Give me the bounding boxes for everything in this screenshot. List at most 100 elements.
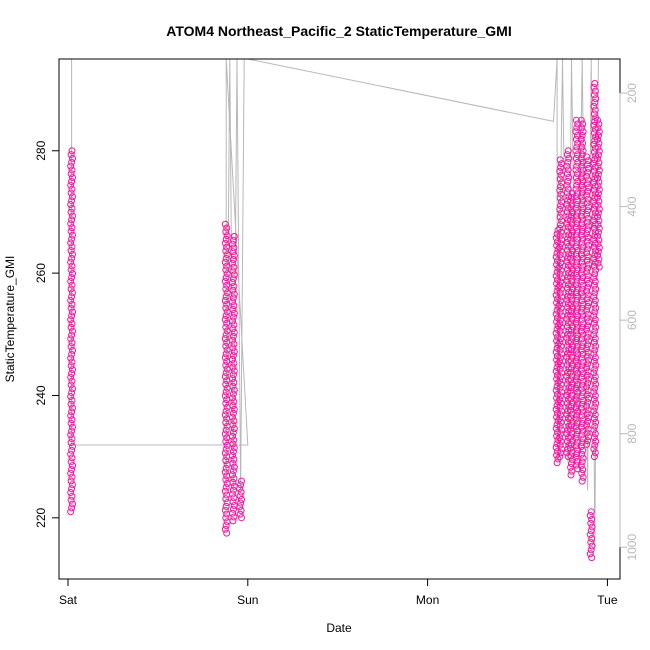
- data-point: [67, 469, 75, 477]
- data-point: [230, 359, 238, 367]
- x-axis: Sat Sun Mon Tue: [59, 578, 618, 607]
- data-point: [68, 454, 76, 462]
- data-point: [229, 429, 237, 436]
- data-point: [68, 389, 76, 397]
- data-point: [556, 194, 564, 202]
- data-point: [594, 251, 601, 259]
- data-point: [69, 385, 76, 393]
- data-point: [591, 335, 599, 343]
- data-point: [591, 384, 599, 392]
- data-point: [567, 216, 575, 224]
- data-point: [221, 525, 229, 533]
- data-point: [583, 268, 591, 276]
- data-point: [590, 186, 598, 194]
- data-point: [230, 367, 238, 375]
- data-point: [223, 491, 231, 499]
- data-point: [229, 375, 236, 383]
- data-point: [568, 391, 576, 399]
- data-point: [230, 302, 238, 310]
- data-point: [583, 191, 591, 199]
- data-point: [221, 316, 229, 323]
- data-point: [67, 258, 75, 266]
- data-point: [583, 314, 591, 322]
- data-point: [556, 251, 564, 259]
- data-point: [578, 450, 586, 458]
- data-point: [583, 421, 591, 429]
- data-point: [579, 466, 587, 474]
- data-point: [68, 446, 76, 454]
- data-point: [583, 153, 591, 161]
- data-point: [229, 498, 237, 506]
- data-point: [229, 459, 237, 467]
- data-point: [584, 272, 592, 280]
- data-point: [568, 289, 575, 296]
- data-point: [572, 319, 580, 327]
- data-point: [230, 348, 238, 356]
- data-point: [568, 365, 575, 372]
- data-point: [574, 178, 582, 185]
- data-point: [69, 462, 76, 470]
- data-point: [595, 186, 603, 194]
- data-point: [229, 355, 236, 363]
- data-point: [568, 384, 575, 391]
- data-point: [594, 213, 601, 221]
- data-point: [565, 365, 573, 373]
- data-point: [556, 289, 564, 297]
- data-point: [557, 164, 565, 171]
- data-point: [573, 361, 581, 369]
- data-point: [68, 166, 76, 174]
- data-point: [229, 409, 237, 417]
- data-point: [568, 410, 576, 418]
- data-point: [222, 514, 230, 522]
- data-point: [69, 250, 76, 258]
- data-point: [573, 430, 581, 438]
- data-point: [553, 432, 561, 440]
- data-point: [229, 371, 237, 379]
- profile: [563, 147, 573, 461]
- data-point: [553, 451, 561, 459]
- data-point: [229, 298, 236, 306]
- data-point: [556, 270, 564, 278]
- data-point: [591, 232, 599, 240]
- data-point: [68, 504, 76, 512]
- data-point: [568, 334, 576, 342]
- data-point: [591, 220, 599, 228]
- data-point: [594, 248, 602, 255]
- data-point: [567, 235, 575, 243]
- data-point: [572, 308, 580, 316]
- data-point: [585, 222, 592, 230]
- data-point: [567, 387, 575, 395]
- data-point: [229, 352, 237, 360]
- data-point: [229, 248, 237, 256]
- data-point: [67, 373, 75, 381]
- data-point: [594, 194, 601, 201]
- data-point: [68, 350, 76, 358]
- data-point: [579, 128, 587, 136]
- x-tick-label: Mon: [416, 593, 439, 607]
- data-point: [587, 519, 595, 527]
- data-point: [222, 399, 230, 407]
- data-point: [564, 166, 572, 174]
- y-tick-label: 280: [34, 140, 48, 160]
- data-point: [573, 392, 581, 400]
- data-point: [585, 184, 592, 192]
- data-point: [556, 308, 564, 316]
- data-point: [222, 495, 230, 503]
- data-point: [564, 300, 572, 308]
- data-point: [595, 205, 603, 213]
- data-point: [584, 322, 592, 330]
- data-point: [591, 354, 599, 362]
- data-point: [590, 293, 598, 301]
- data-point: [563, 304, 571, 311]
- data-point: [587, 527, 595, 535]
- data-point: [222, 438, 230, 446]
- data-point: [573, 151, 581, 159]
- data-point: [67, 227, 75, 235]
- data-point: [69, 423, 76, 431]
- data-point: [229, 421, 237, 429]
- data-point: [579, 446, 587, 454]
- data-point: [556, 186, 564, 194]
- data-point: [556, 377, 564, 385]
- data-point: [564, 349, 572, 357]
- data-point: [567, 444, 575, 452]
